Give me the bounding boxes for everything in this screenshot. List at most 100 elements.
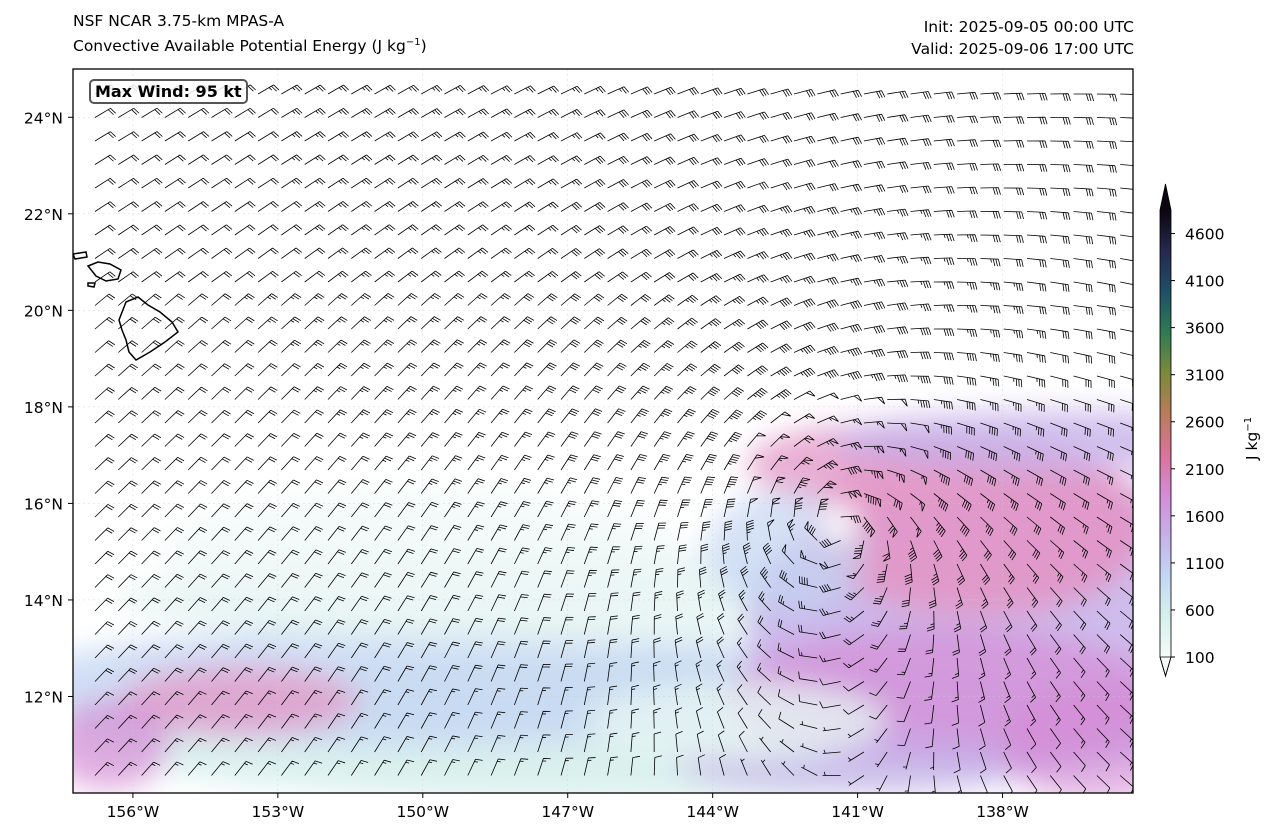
wind-barb	[304, 154, 326, 165]
wind-barb	[234, 271, 256, 283]
wind-barb	[537, 524, 554, 541]
wind-barb	[211, 177, 233, 189]
wind-barb	[490, 571, 507, 588]
wind-barb	[957, 91, 978, 100]
wind-barb	[281, 666, 300, 682]
wind-barb	[187, 340, 208, 353]
wind-barb	[1003, 399, 1022, 412]
wind-barb	[94, 550, 115, 565]
wind-barb	[863, 278, 886, 287]
wind-barb	[281, 526, 300, 541]
wind-barb	[1120, 422, 1133, 432]
wind-barb	[630, 591, 641, 612]
wind-barb	[467, 362, 487, 377]
wind-barb	[980, 139, 1002, 148]
wind-barb	[490, 687, 506, 706]
wind-barb	[584, 155, 606, 165]
wind-barb	[118, 527, 138, 541]
wind-barb	[490, 758, 506, 776]
wind-barb	[164, 644, 184, 659]
wind-barb	[514, 734, 529, 753]
wind-barb	[863, 445, 885, 454]
wind-barb	[654, 226, 676, 236]
wind-barb	[793, 135, 816, 145]
wind-barb	[141, 247, 163, 259]
wind-barb	[863, 372, 886, 382]
wind-barb	[882, 540, 891, 562]
wind-barb	[956, 446, 975, 461]
wind-barb	[164, 433, 185, 447]
wind-barb	[630, 362, 651, 377]
wind-barb	[1120, 305, 1133, 313]
wind-barb	[887, 446, 907, 457]
valid-time: Valid: 2025-09-06 17:00 UTC	[911, 40, 1134, 58]
wind-barb	[980, 187, 1001, 195]
wind-barb	[653, 522, 667, 541]
wind-barb	[350, 713, 369, 729]
wind-barb	[840, 113, 862, 122]
wind-barb	[1096, 516, 1113, 534]
wind-barb	[793, 413, 815, 424]
colorbar-label-text: J kg	[1243, 432, 1261, 461]
wind-barb	[1120, 446, 1133, 456]
wind-barb	[1050, 469, 1067, 486]
wind-barb	[817, 230, 839, 239]
wind-barb	[514, 547, 530, 565]
cape-region	[820, 504, 857, 541]
wind-barb	[677, 203, 699, 212]
wind-barb	[327, 525, 346, 541]
wind-barb	[630, 179, 653, 189]
wind-barb	[490, 664, 506, 682]
wind-barb	[374, 270, 395, 283]
wind-barb	[607, 454, 625, 471]
wind-barb	[746, 519, 754, 541]
wind-barb	[537, 201, 559, 212]
wind-barb	[211, 714, 230, 729]
wind-barb	[164, 691, 184, 706]
wind-barb	[798, 694, 818, 706]
wind-barb	[770, 320, 792, 331]
wind-barb	[211, 271, 233, 283]
wind-barb	[653, 385, 674, 400]
wind-barb	[94, 597, 115, 612]
wind-barb	[537, 108, 559, 118]
wind-barb	[607, 179, 629, 189]
wind-barb	[653, 660, 661, 682]
wind-barb	[840, 230, 862, 239]
wind-barb	[327, 713, 346, 729]
wind-barb	[350, 760, 369, 776]
wind-barb	[327, 201, 349, 212]
wind-barb	[1073, 164, 1094, 173]
wind-barb	[607, 408, 626, 424]
wind-barb	[490, 224, 512, 236]
wind-barb	[1050, 563, 1064, 584]
wind-barb	[583, 500, 600, 518]
wind-barb	[817, 322, 839, 332]
wind-barb	[420, 595, 438, 612]
wind-barb	[1073, 587, 1087, 607]
wind-barb	[717, 730, 725, 753]
wind-barb	[887, 256, 909, 264]
wind-barb	[234, 201, 256, 212]
wind-barb	[653, 476, 670, 494]
wind-barb	[584, 132, 606, 142]
wind-barb	[817, 299, 839, 309]
wind-barb	[840, 89, 862, 98]
wind-barb	[257, 573, 277, 588]
wind-barb	[1096, 540, 1112, 559]
wind-barb	[863, 255, 886, 264]
wind-barb	[281, 502, 300, 518]
wind-barb	[187, 201, 209, 212]
wind-barb	[211, 363, 232, 377]
wind-barb	[118, 761, 138, 776]
wind-barb	[1096, 375, 1115, 389]
wind-barb	[980, 587, 989, 609]
wind-barb	[1003, 563, 1015, 585]
wind-barb	[1026, 704, 1036, 727]
wind-barb	[234, 363, 255, 377]
lon-tick-label: 150°W	[396, 803, 449, 821]
wind-barb	[374, 131, 396, 142]
wind-barb	[420, 712, 437, 729]
wind-barb	[910, 209, 932, 218]
wind-barb	[304, 339, 325, 353]
